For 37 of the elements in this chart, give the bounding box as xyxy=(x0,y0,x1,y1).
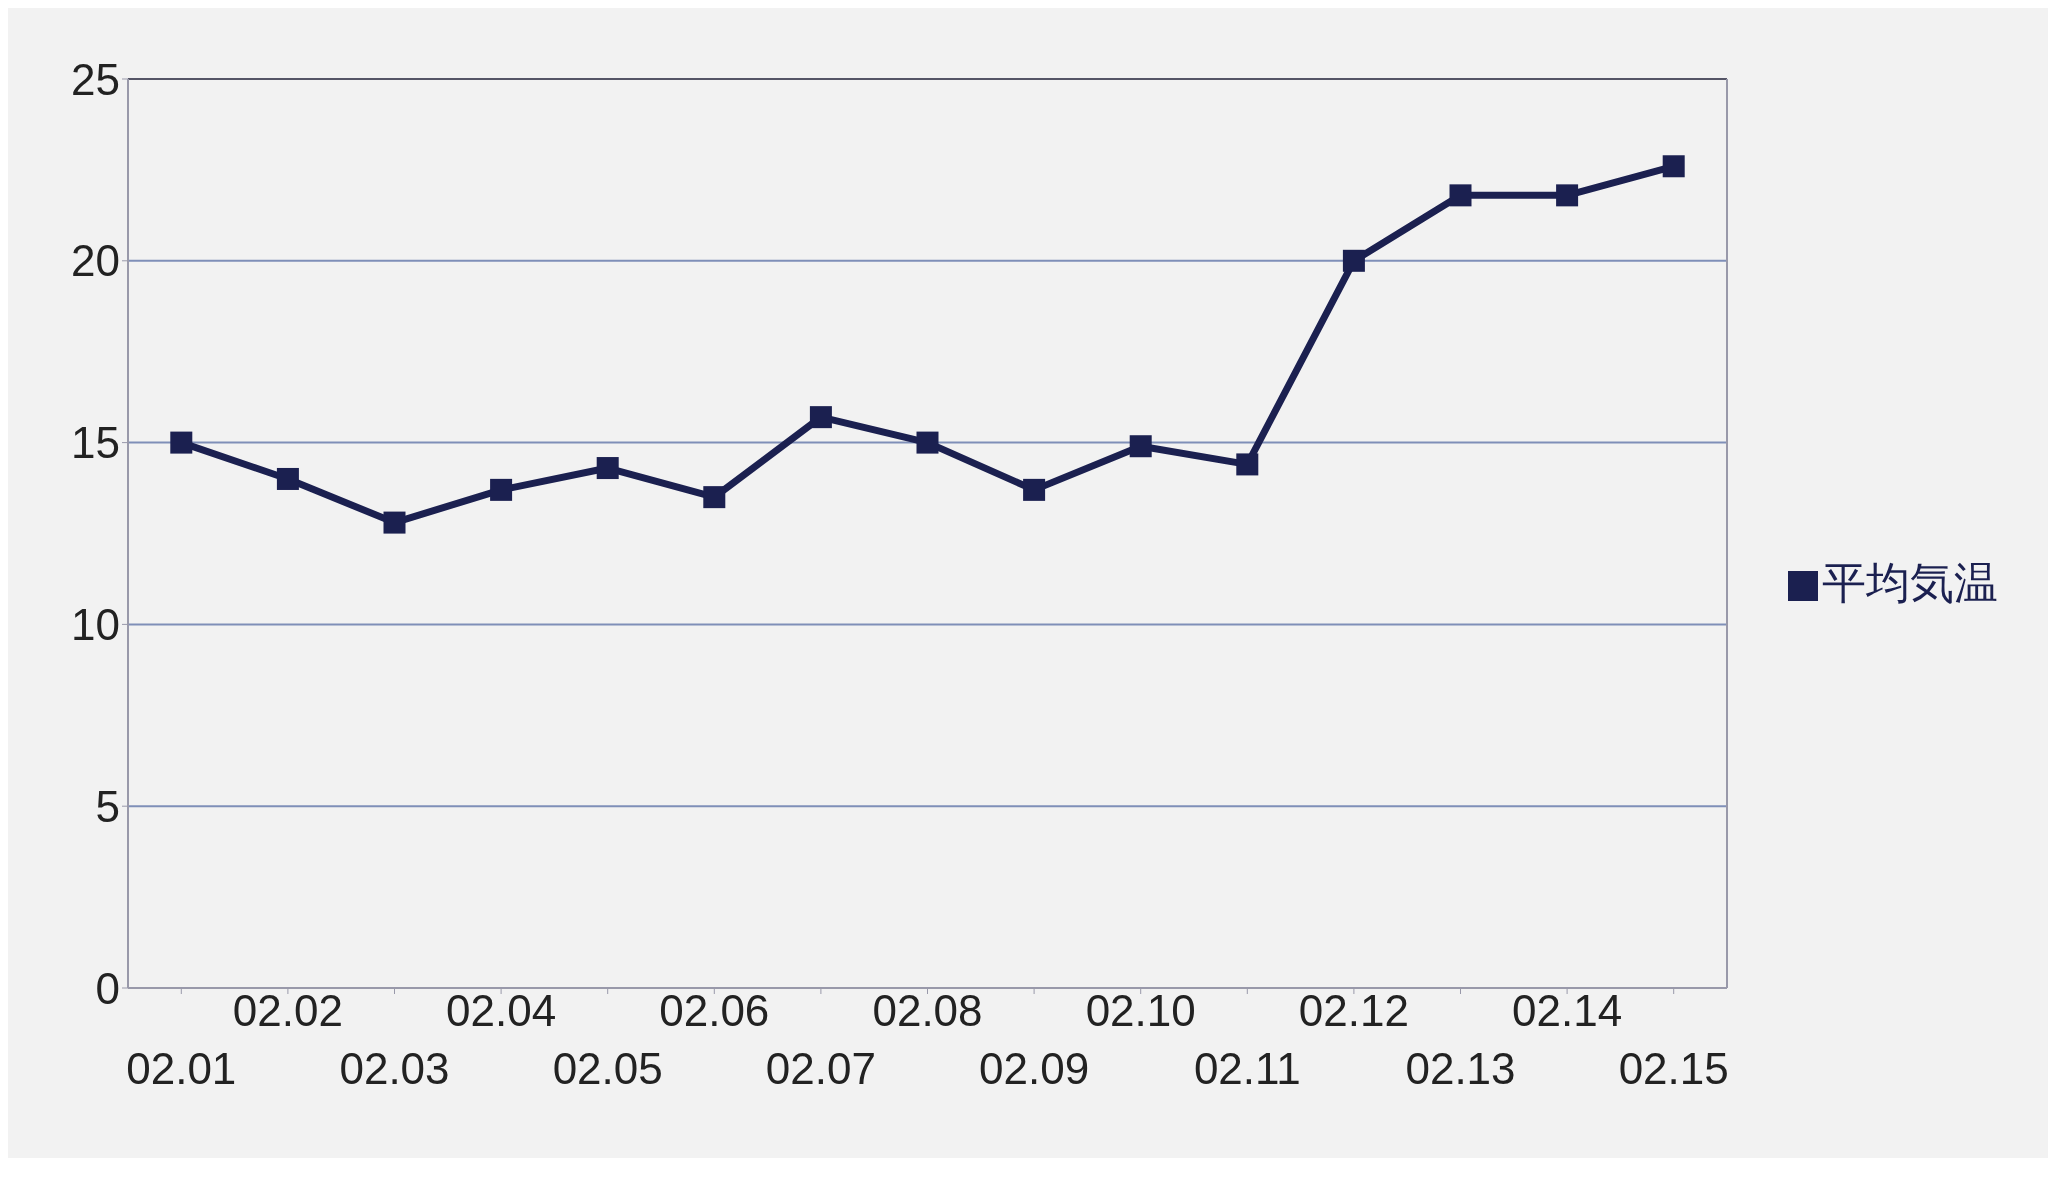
point xyxy=(383,511,406,534)
point xyxy=(596,457,619,480)
x-tick-label: 02.05 xyxy=(552,1044,663,1093)
y-tick-label: 15 xyxy=(71,418,120,468)
point xyxy=(1023,478,1046,501)
x-tick-label: 02.06 xyxy=(659,986,770,1035)
y-tick-label: 25 xyxy=(71,54,120,104)
x-tick-label: 02.02 xyxy=(232,986,343,1035)
x-tick-label: 02.15 xyxy=(1618,1044,1729,1093)
x-tick-label: 02.14 xyxy=(1512,986,1623,1035)
point xyxy=(916,431,939,454)
x-tick-label: 02.01 xyxy=(126,1044,237,1093)
point xyxy=(1129,435,1152,458)
y-tick-label: 5 xyxy=(95,781,120,831)
x-tick-label: 02.12 xyxy=(1298,986,1409,1035)
point xyxy=(1556,184,1579,207)
y-tick-label: 20 xyxy=(71,236,120,286)
x-tick-label: 02.09 xyxy=(979,1044,1090,1093)
point xyxy=(490,478,513,501)
x-tick-label: 02.11 xyxy=(1193,1044,1301,1093)
x-tick-label: 02.10 xyxy=(1085,986,1196,1035)
y-tick-label: 0 xyxy=(95,963,120,1013)
point xyxy=(170,431,193,454)
point xyxy=(276,467,299,490)
point xyxy=(703,486,726,509)
x-tick-label: 02.04 xyxy=(446,986,557,1035)
x-tick-label: 02.08 xyxy=(872,986,983,1035)
legend-label: 平均気温 xyxy=(1822,557,1998,607)
point xyxy=(1662,155,1685,178)
point xyxy=(1236,453,1259,476)
point xyxy=(1342,249,1365,272)
point xyxy=(1449,184,1472,207)
x-tick-label: 02.13 xyxy=(1405,1044,1516,1093)
y-tick-label: 10 xyxy=(71,600,120,650)
x-tick-label: 02.03 xyxy=(339,1044,450,1093)
point xyxy=(809,406,832,429)
x-tick-label: 02.07 xyxy=(765,1044,876,1093)
